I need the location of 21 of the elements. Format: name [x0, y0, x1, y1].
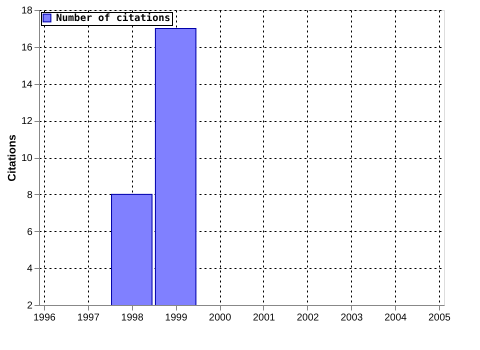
- y-tick-label: 2: [26, 300, 33, 312]
- y-tick-label: 14: [21, 79, 33, 90]
- y-axis-title: Citations: [6, 134, 18, 182]
- x-tick-label: 2000: [208, 312, 232, 324]
- x-tick-label: 2004: [384, 312, 408, 324]
- x-tick-label: 1998: [121, 312, 144, 324]
- y-tick-label: 10: [21, 153, 33, 164]
- x-tick-label: 1999: [165, 312, 188, 324]
- x-tick-label: 1996: [33, 312, 56, 324]
- x-tick-label: 2003: [340, 312, 364, 324]
- x-tick-label: 2001: [252, 312, 276, 324]
- x-tick-label: 2002: [296, 312, 320, 324]
- y-tick-label: 8: [26, 190, 33, 201]
- legend-label: Number of citations: [56, 12, 170, 24]
- y-tick-label: 12: [21, 116, 33, 128]
- y-tick-label: 6: [26, 226, 33, 238]
- y-tick-label: 18: [21, 6, 33, 16]
- x-tick-label: 2005: [428, 312, 452, 324]
- y-tick-label: 4: [26, 264, 33, 275]
- x-tick-label: 1997: [77, 312, 100, 324]
- y-tick-label: 16: [21, 42, 33, 54]
